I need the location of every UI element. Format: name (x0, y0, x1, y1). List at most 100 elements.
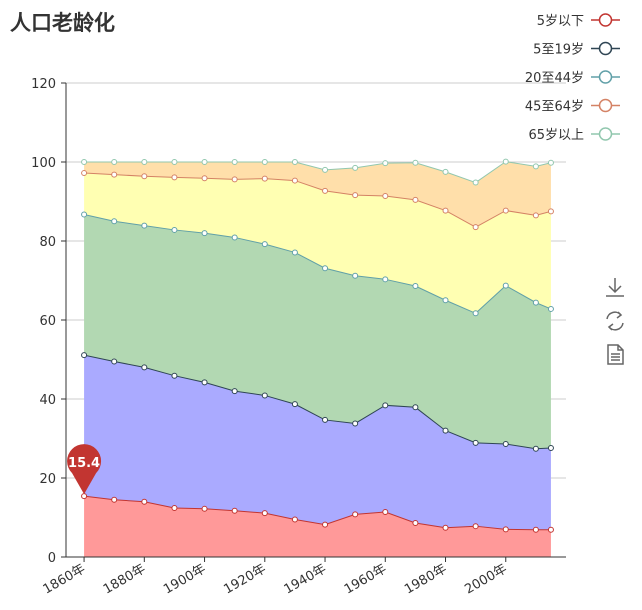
data-point[interactable] (201, 159, 208, 165)
data-point[interactable] (291, 177, 298, 184)
data-point[interactable] (201, 505, 208, 512)
data-point[interactable] (201, 230, 208, 237)
legend-label: 5至19岁 (533, 43, 584, 58)
data-point[interactable] (231, 507, 238, 514)
data-point[interactable] (547, 526, 554, 533)
data-point[interactable] (111, 218, 118, 225)
data-point[interactable] (171, 159, 178, 165)
data-point[interactable] (442, 168, 449, 175)
data-point[interactable] (502, 282, 509, 289)
data-point[interactable] (532, 212, 539, 219)
legend-item-0[interactable]: 5岁以下 (537, 13, 620, 29)
data-point[interactable] (81, 170, 88, 177)
data-point[interactable] (412, 520, 419, 527)
data-point[interactable] (382, 160, 389, 167)
data-point[interactable] (442, 207, 449, 214)
legend-item-3[interactable]: 45至64岁 (525, 98, 620, 115)
data-point[interactable] (231, 176, 238, 183)
data-point[interactable] (472, 523, 479, 530)
data-point[interactable] (141, 222, 148, 229)
data-point[interactable] (382, 192, 389, 199)
data-point[interactable] (472, 179, 479, 186)
toolbox[interactable] (606, 278, 624, 365)
data-point[interactable] (412, 404, 419, 411)
data-point[interactable] (532, 526, 539, 533)
data-point[interactable] (171, 226, 178, 233)
max-marker: 15.4 (67, 444, 102, 495)
data-point[interactable] (352, 420, 359, 427)
data-point[interactable] (442, 427, 449, 434)
data-point[interactable] (291, 249, 298, 256)
data-point[interactable] (201, 175, 208, 182)
data-point[interactable] (472, 224, 479, 231)
data-point[interactable] (472, 439, 479, 446)
data-point[interactable] (382, 508, 389, 515)
data-point[interactable] (81, 493, 88, 500)
data-point[interactable] (442, 524, 449, 531)
data-point[interactable] (547, 305, 554, 312)
data-point[interactable] (81, 159, 88, 165)
data-point[interactable] (352, 511, 359, 518)
data-point[interactable] (111, 496, 118, 503)
data-view-icon[interactable] (607, 344, 624, 365)
data-point[interactable] (322, 416, 329, 423)
data-points[interactable] (81, 158, 554, 533)
data-point[interactable] (261, 241, 268, 248)
data-point[interactable] (472, 310, 479, 317)
data-point[interactable] (261, 510, 268, 517)
data-point[interactable] (382, 402, 389, 409)
data-point[interactable] (111, 358, 118, 365)
data-point[interactable] (322, 187, 329, 194)
data-point[interactable] (291, 401, 298, 408)
data-point[interactable] (412, 283, 419, 290)
data-point[interactable] (502, 526, 509, 533)
data-point[interactable] (547, 208, 554, 215)
data-point[interactable] (352, 192, 359, 199)
data-point[interactable] (532, 299, 539, 306)
data-point[interactable] (547, 444, 554, 451)
data-point[interactable] (382, 276, 389, 283)
data-point[interactable] (291, 159, 298, 165)
refresh-icon[interactable] (606, 311, 624, 331)
data-point[interactable] (231, 234, 238, 241)
data-point[interactable] (171, 505, 178, 512)
data-point[interactable] (322, 265, 329, 272)
data-point[interactable] (231, 388, 238, 395)
data-point[interactable] (141, 159, 148, 165)
data-point[interactable] (322, 521, 329, 528)
x-tick-label: 1920年 (221, 561, 268, 597)
data-point[interactable] (141, 498, 148, 505)
data-point[interactable] (502, 441, 509, 448)
data-point[interactable] (502, 207, 509, 214)
data-point[interactable] (81, 211, 88, 218)
download-icon[interactable] (606, 278, 624, 297)
data-point[interactable] (532, 445, 539, 452)
data-point[interactable] (261, 159, 268, 165)
data-point[interactable] (352, 272, 359, 279)
data-point[interactable] (201, 379, 208, 386)
data-point[interactable] (81, 352, 88, 359)
data-point[interactable] (261, 392, 268, 399)
data-point[interactable] (322, 166, 329, 173)
data-point[interactable] (171, 372, 178, 379)
data-point[interactable] (532, 163, 539, 170)
data-point[interactable] (141, 364, 148, 371)
data-point[interactable] (171, 174, 178, 181)
legend-item-2[interactable]: 20至44岁 (525, 70, 620, 86)
legend-item-1[interactable]: 5至19岁 (533, 41, 620, 58)
data-point[interactable] (291, 516, 298, 523)
data-point[interactable] (141, 173, 148, 180)
data-point[interactable] (111, 159, 118, 165)
data-point[interactable] (261, 175, 268, 182)
data-point[interactable] (231, 159, 238, 165)
data-point[interactable] (442, 297, 449, 304)
x-tick-label: 1900年 (161, 561, 208, 597)
data-point[interactable] (111, 171, 118, 178)
legend[interactable]: 5岁以下 5至19岁 20至44岁 45至64岁 65岁以上 (525, 13, 620, 143)
legend-item-4[interactable]: 65岁以上 (528, 127, 620, 143)
data-point[interactable] (547, 159, 554, 166)
data-point[interactable] (352, 164, 359, 171)
data-point[interactable] (412, 159, 419, 166)
data-point[interactable] (412, 196, 419, 203)
data-point[interactable] (502, 158, 509, 165)
